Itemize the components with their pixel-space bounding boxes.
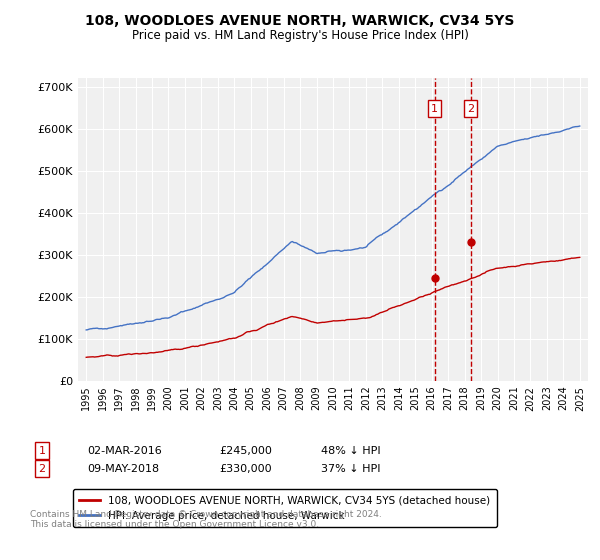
Text: 108, WOODLOES AVENUE NORTH, WARWICK, CV34 5YS: 108, WOODLOES AVENUE NORTH, WARWICK, CV3… <box>85 14 515 28</box>
Text: 48% ↓ HPI: 48% ↓ HPI <box>321 446 380 456</box>
Text: 2: 2 <box>467 104 474 114</box>
Text: Price paid vs. HM Land Registry's House Price Index (HPI): Price paid vs. HM Land Registry's House … <box>131 29 469 42</box>
Text: 09-MAY-2018: 09-MAY-2018 <box>87 464 159 474</box>
Text: 37% ↓ HPI: 37% ↓ HPI <box>321 464 380 474</box>
Text: 2: 2 <box>38 464 46 474</box>
Text: £330,000: £330,000 <box>219 464 272 474</box>
Text: 1: 1 <box>431 104 438 114</box>
Text: £245,000: £245,000 <box>219 446 272 456</box>
Legend: 108, WOODLOES AVENUE NORTH, WARWICK, CV34 5YS (detached house), HPI: Average pri: 108, WOODLOES AVENUE NORTH, WARWICK, CV3… <box>73 489 497 527</box>
Text: Contains HM Land Registry data © Crown copyright and database right 2024.
This d: Contains HM Land Registry data © Crown c… <box>30 510 382 529</box>
Text: 02-MAR-2016: 02-MAR-2016 <box>87 446 162 456</box>
Text: 1: 1 <box>38 446 46 456</box>
